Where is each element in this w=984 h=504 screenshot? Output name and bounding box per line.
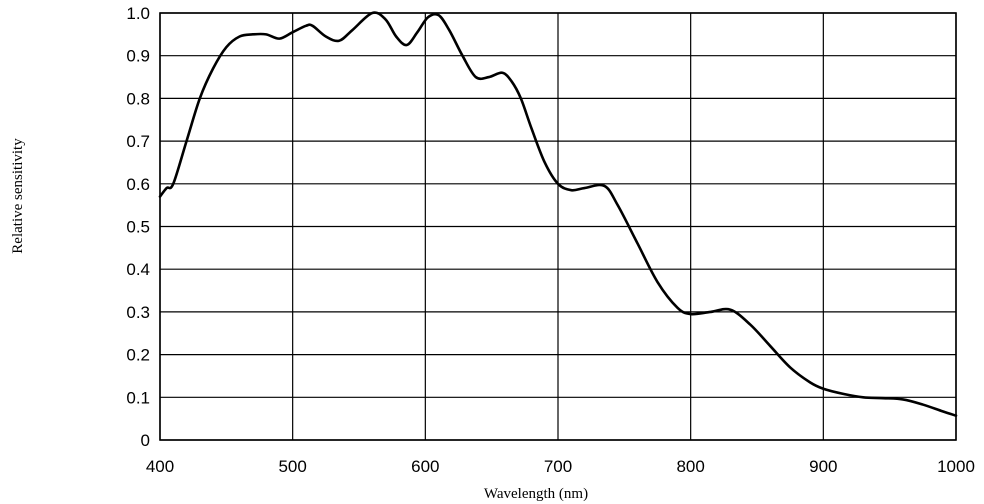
x-tick-label: 500 [278,457,306,476]
y-tick-label: 0.9 [126,47,150,66]
x-axis-ticks: 400 500 600 700 800 900 1000 [146,457,975,476]
y-tick-label: 0.6 [126,175,150,194]
y-tick-label: 0.8 [126,89,150,108]
y-tick-label: 0.4 [126,260,150,279]
x-tick-label: 400 [146,457,174,476]
y-tick-label: 0 [141,431,150,450]
x-tick-label: 900 [809,457,837,476]
x-tick-label: 1000 [937,457,975,476]
x-tick-label: 600 [411,457,439,476]
y-tick-label: 0.3 [126,303,150,322]
y-tick-label: 0.7 [126,132,150,151]
sensitivity-curve [158,11,958,417]
y-tick-label: 0.2 [126,346,150,365]
plot-frame [159,12,957,441]
y-axis-ticks: 0 0.1 0.2 0.3 0.4 0.5 0.6 0.7 0.8 0.9 1.0 [126,4,150,450]
x-axis-label: Wavelength (nm) [484,486,588,502]
grid [159,12,957,441]
y-tick-label: 0.5 [126,218,150,237]
y-axis-label: Relative sensitivity [10,138,26,254]
y-tick-label: 1.0 [126,4,150,23]
y-tick-label: 0.1 [126,388,150,407]
x-tick-label: 700 [544,457,572,476]
x-tick-label: 800 [676,457,704,476]
